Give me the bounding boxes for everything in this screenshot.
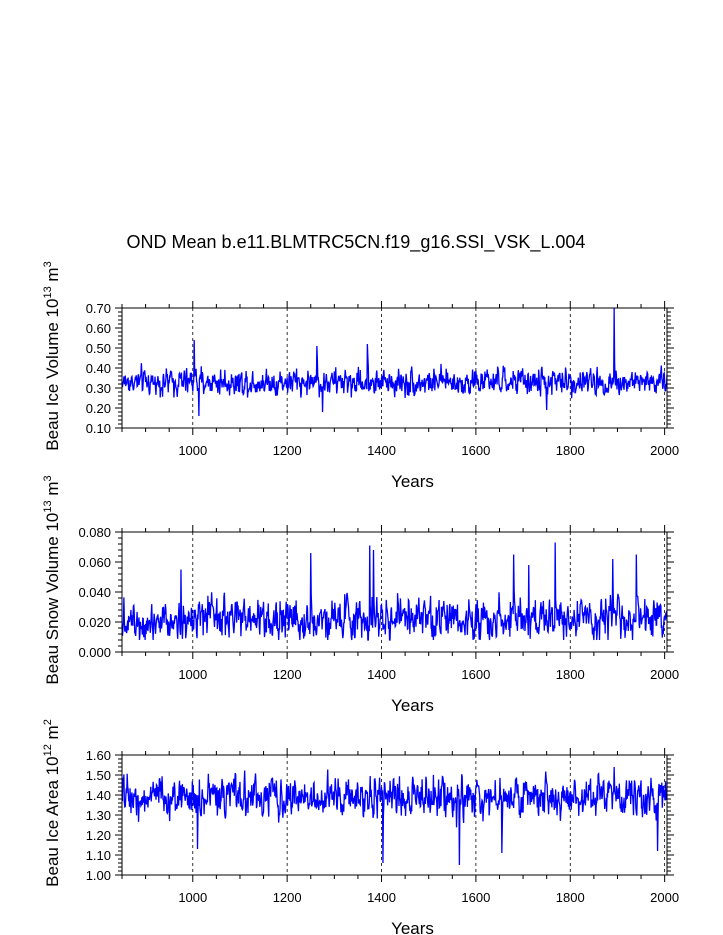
- x-tick-label: 2000: [650, 667, 679, 682]
- y-tick-label: 0.70: [86, 301, 111, 316]
- panels: 1000 1200 1400 1600 1800 2000 0.10 0.20 0.30 0.40…: [42, 261, 679, 935]
- x-tick-label: 1200: [273, 890, 302, 905]
- x-axis-title: Years: [391, 919, 434, 935]
- series-line: [121, 766, 668, 866]
- x-axis-title: Years: [391, 696, 434, 715]
- x-tick-label: 1000: [178, 890, 207, 905]
- y-tick-label: 0.020: [78, 615, 111, 630]
- y-tick-label: 0.60: [86, 321, 111, 336]
- x-axis-title: Years: [391, 472, 434, 491]
- y-tick-label: 0.040: [78, 585, 111, 600]
- x-tick-label: 1600: [461, 667, 490, 682]
- y-tick-label: 1.10: [86, 848, 111, 863]
- plot-frame: [121, 307, 668, 429]
- x-tick-label: 1400: [367, 443, 396, 458]
- x-tick-label: 1000: [178, 443, 207, 458]
- x-tick-label: 2000: [650, 890, 679, 905]
- y-tick-label: 1.20: [86, 828, 111, 843]
- y-axis-title: Beau Snow Volume 1013 m3: [42, 475, 62, 684]
- y-axis-title: Beau Ice Volume 1013 m3: [42, 261, 62, 450]
- panel-snow-volume: 1000 1200 1400 1600 1800 2000 0.000 0.020 0.040 0…: [42, 475, 679, 715]
- y-tick-label: 0.30: [86, 381, 111, 396]
- x-tick-label: 1600: [461, 890, 490, 905]
- y-tick-label: 1.30: [86, 808, 111, 823]
- y-tick-label: 1.40: [86, 788, 111, 803]
- y-tick-label: 1.00: [86, 868, 111, 883]
- y-tick-label: 0.10: [86, 421, 111, 436]
- y-tick-label: 1.60: [86, 748, 111, 763]
- panel-ice-volume: 1000 1200 1400 1600 1800 2000 0.10 0.20 0.30 0.40…: [42, 261, 679, 491]
- x-tick-label: 2000: [650, 443, 679, 458]
- series-line: [121, 307, 668, 417]
- chart-title: OND Mean b.e11.BLMTRC5CN.f19_g16.SSI_VSK…: [127, 232, 586, 253]
- y-tick-label: 0.080: [78, 525, 111, 540]
- series-line: [121, 542, 668, 641]
- x-tick-label: 1200: [273, 443, 302, 458]
- x-tick-label: 1800: [556, 667, 585, 682]
- y-axis-title: Beau Ice Area 1012 m2: [42, 719, 62, 887]
- y-tick-label: 1.50: [86, 768, 111, 783]
- x-tick-label: 1000: [178, 667, 207, 682]
- x-tick-label: 1200: [273, 667, 302, 682]
- x-tick-label: 1400: [367, 667, 396, 682]
- plot-frame: [121, 754, 668, 876]
- x-tick-label: 1600: [461, 443, 490, 458]
- x-tick-label: 1800: [556, 443, 585, 458]
- y-tick-label: 0.20: [86, 401, 111, 416]
- y-tick-label: 0.000: [78, 645, 111, 660]
- x-tick-label: 1800: [556, 890, 585, 905]
- y-tick-label: 0.060: [78, 555, 111, 570]
- y-tick-label: 0.50: [86, 341, 111, 356]
- x-tick-label: 1400: [367, 890, 396, 905]
- panel-ice-area: 1000 1200 1400 1600 1800 2000 1.00 1.10 1.20 1.30…: [42, 719, 679, 935]
- y-tick-label: 0.40: [86, 361, 111, 376]
